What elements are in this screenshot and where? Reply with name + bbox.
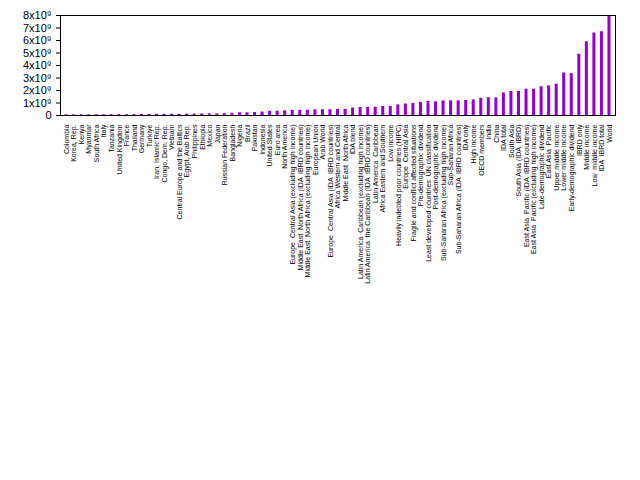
svg-text:Germany: Germany bbox=[138, 124, 146, 154]
svg-text:Fragile and conflict affected: Fragile and conflict affected situations bbox=[409, 124, 417, 242]
svg-text:IDA IBRD total: IDA IBRD total bbox=[598, 124, 605, 172]
svg-text:Pakistan: Pakistan bbox=[251, 124, 258, 151]
svg-text:3x10⁹: 3x10⁹ bbox=[23, 72, 52, 84]
svg-text:Pre-demographic dividend: Pre-demographic dividend bbox=[417, 124, 425, 207]
svg-text:Lower middle income: Lower middle income bbox=[560, 124, 567, 190]
svg-text:Low income: Low income bbox=[387, 124, 394, 161]
svg-text:Iran, Islamic Rep.: Iran, Islamic Rep. bbox=[153, 124, 161, 179]
svg-text:Middle East North Africa (excl: Middle East North Africa (excluding high… bbox=[304, 124, 312, 278]
svg-text:Mexico: Mexico bbox=[206, 124, 213, 146]
svg-text:IDA total: IDA total bbox=[500, 124, 507, 151]
svg-text:Latin America Caribbean: Latin America Caribbean bbox=[372, 124, 379, 203]
svg-text:Upper middle income: Upper middle income bbox=[552, 124, 560, 191]
svg-text:Indonesia: Indonesia bbox=[259, 124, 266, 154]
svg-text:IDA only: IDA only bbox=[462, 124, 470, 151]
svg-text:IBRD only: IBRD only bbox=[575, 124, 583, 156]
svg-text:Heavily indebted poor countrie: Heavily indebted poor countries (HIPC) bbox=[394, 124, 402, 246]
svg-text:Early-demographic dividend: Early-demographic dividend bbox=[568, 124, 575, 212]
svg-text:East Asia Pacific (IDA IBRD co: East Asia Pacific (IDA IBRD countries) bbox=[522, 124, 530, 247]
svg-text:Egypt, Arab Rep.: Egypt, Arab Rep. bbox=[183, 124, 191, 178]
svg-text:5x10⁹: 5x10⁹ bbox=[23, 47, 52, 59]
svg-text:Tanzania: Tanzania bbox=[108, 124, 115, 152]
svg-text:India: India bbox=[485, 124, 492, 139]
svg-text:European Union: European Union bbox=[311, 124, 319, 176]
svg-text:Middle income: Middle income bbox=[583, 124, 590, 169]
svg-text:Colombia: Colombia bbox=[63, 124, 70, 154]
svg-text:Sub-Saharan Africa (IDA IBRD c: Sub-Saharan Africa (IDA IBRD countries) bbox=[454, 124, 462, 255]
svg-text:Low middle income: Low middle income bbox=[591, 124, 598, 186]
svg-text:United States: United States bbox=[266, 124, 273, 167]
svg-text:Least developed countries: UN: Least developed countries: UN classifica… bbox=[424, 124, 432, 262]
svg-text:United Kingdom: United Kingdom bbox=[115, 124, 123, 175]
svg-text:Thailand: Thailand bbox=[131, 124, 138, 151]
svg-text:Myanmar: Myanmar bbox=[85, 124, 93, 154]
svg-text:2x10⁹: 2x10⁹ bbox=[23, 84, 52, 96]
svg-text:Japan: Japan bbox=[213, 124, 221, 144]
svg-text:Russian Federation: Russian Federation bbox=[221, 124, 228, 185]
svg-text:World: World bbox=[606, 124, 613, 142]
svg-text:Euro area: Euro area bbox=[274, 124, 281, 155]
svg-text:Turkiye: Turkiye bbox=[145, 124, 153, 148]
svg-text:East Asia Pacific: East Asia Pacific bbox=[545, 124, 552, 178]
svg-text:6x10⁹: 6x10⁹ bbox=[23, 34, 52, 46]
svg-text:Brazil: Brazil bbox=[244, 124, 251, 142]
svg-text:Latin America the Caribbean (I: Latin America the Caribbean (IDA IBRD co… bbox=[364, 124, 372, 284]
svg-text:Arab World: Arab World bbox=[319, 124, 326, 159]
svg-text:Europe Central Asia (IDA IBRD: Europe Central Asia (IDA IBRD countries) bbox=[326, 124, 334, 258]
svg-text:Bangladesh: Bangladesh bbox=[228, 124, 236, 162]
svg-text:Sub-Saharan Africa: Sub-Saharan Africa bbox=[447, 124, 454, 185]
svg-text:Middle East North Africa: Middle East North Africa bbox=[342, 124, 349, 201]
svg-text:Africa Western and Central: Africa Western and Central bbox=[334, 124, 341, 208]
svg-text:8x10⁹: 8x10⁹ bbox=[23, 9, 52, 21]
svg-text:High income: High income bbox=[470, 124, 477, 164]
svg-text:East Asia Pacific (excluding h: East Asia Pacific (excluding high income… bbox=[530, 124, 538, 255]
svg-text:Europe Central Asia (excluding: Europe Central Asia (excluding high inco… bbox=[289, 124, 296, 265]
svg-text:Korea, Rep.: Korea, Rep. bbox=[70, 124, 78, 162]
svg-text:Philippines: Philippines bbox=[191, 124, 198, 159]
svg-text:Ethiopia: Ethiopia bbox=[198, 124, 206, 150]
svg-text:OECD members: OECD members bbox=[478, 124, 485, 176]
svg-text:Sub-Saharan Africa (excluding: Sub-Saharan Africa (excluding high incom… bbox=[439, 124, 447, 262]
svg-text:Vietnam: Vietnam bbox=[168, 124, 175, 150]
svg-text:South Asia (IDA IBRD): South Asia (IDA IBRD) bbox=[515, 124, 523, 197]
svg-text:IDA blend: IDA blend bbox=[349, 124, 356, 154]
svg-text:Nigeria: Nigeria bbox=[236, 124, 244, 147]
svg-text:South Asia: South Asia bbox=[508, 124, 515, 158]
svg-text:0: 0 bbox=[45, 109, 51, 121]
svg-text:Africa Eastern and Southern: Africa Eastern and Southern bbox=[379, 124, 386, 212]
svg-text:Late-demographic dividend: Late-demographic dividend bbox=[537, 124, 545, 209]
svg-text:Congo, Dem. Rep.: Congo, Dem. Rep. bbox=[160, 124, 168, 183]
svg-text:China: China bbox=[493, 124, 500, 142]
svg-text:1x10⁹: 1x10⁹ bbox=[23, 97, 52, 109]
svg-text:Post-demographic dividend: Post-demographic dividend bbox=[432, 124, 440, 210]
svg-text:7x10⁹: 7x10⁹ bbox=[23, 22, 52, 34]
svg-text:Central Europe and the Baltics: Central Europe and the Baltics bbox=[175, 124, 183, 220]
svg-text:Kenya: Kenya bbox=[77, 124, 85, 145]
svg-text:Latin America Caribbean (exclu: Latin America Caribbean (excluding high … bbox=[356, 124, 364, 279]
svg-text:France: France bbox=[123, 124, 130, 146]
svg-text:Europe Central Asia: Europe Central Asia bbox=[402, 124, 410, 189]
svg-text:Italy: Italy bbox=[100, 124, 108, 138]
svg-text:4x10⁹: 4x10⁹ bbox=[23, 59, 52, 71]
svg-text:Middle East North Africa (IDA: Middle East North Africa (IDA IBRD count… bbox=[296, 124, 304, 271]
svg-text:South Africa: South Africa bbox=[93, 124, 100, 162]
svg-text:North America: North America bbox=[281, 124, 288, 168]
